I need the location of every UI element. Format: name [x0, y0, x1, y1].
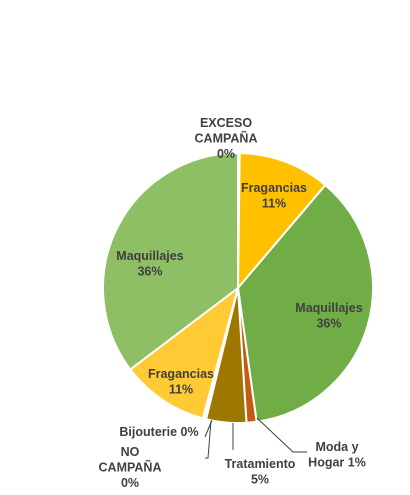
data-label-line: Fragancias — [148, 367, 214, 381]
pie-slice-maquillajes-2 — [236, 183, 374, 423]
data-label-bijouterie-6: Bijouterie 0% — [119, 425, 198, 439]
pie-slices — [102, 151, 374, 424]
data-label-line: Tratamiento — [225, 457, 296, 471]
data-label-line: 5% — [251, 473, 269, 487]
data-label-moda-y-hogar-3: Moda y Hogar 1% — [308, 440, 366, 470]
leader-line-bijouterie — [204, 419, 213, 438]
data-label-maquillajes-2: Maquillajes 36% — [295, 301, 362, 331]
data-label-line: 11% — [169, 383, 193, 397]
slice-labels: EXCESO CAMPAÑA 0%Fragancias 11%Maquillajes 3… — [99, 116, 366, 490]
data-label-line: 36% — [137, 265, 162, 279]
data-label-maquillajes-8: Maquillajes 36% — [116, 249, 183, 279]
data-label-tratamiento-4: Tratamiento 5% — [225, 457, 296, 487]
data-label-line: Maquillajes — [116, 249, 183, 263]
data-label-exceso-campana-0: EXCESO CAMPAÑA 0% — [195, 116, 258, 161]
leader-lines — [204, 417, 307, 459]
data-label-line: Bijouterie 0% — [119, 425, 198, 439]
pie-slice-fragancias-7 — [128, 285, 240, 420]
data-label-line: 0% — [217, 147, 235, 161]
pie-slice-maquillajes-8 — [102, 151, 239, 371]
data-label-fragancias-7: Fragancias 11% — [148, 367, 214, 397]
data-label-line: Maquillajes — [295, 301, 362, 315]
data-label-line: CAMPAÑA — [99, 460, 162, 475]
data-label-line: Fragancias — [241, 181, 307, 195]
data-label-line: 36% — [316, 317, 341, 331]
data-label-line: CAMPAÑA — [195, 131, 258, 146]
data-label-no-campana-5: NO CAMPAÑA 0% — [99, 445, 162, 490]
leader-line-no-campana — [205, 420, 212, 459]
data-label-line: NO — [121, 445, 140, 459]
data-label-fragancias-1: Fragancias 11% — [241, 181, 307, 211]
pie-slice-fragancias-1 — [236, 151, 327, 291]
data-label-line: 0% — [121, 476, 139, 490]
data-label-line: 11% — [262, 197, 286, 211]
leader-line-moda-y-hogar — [256, 417, 307, 453]
data-label-line: Hogar 1% — [308, 456, 366, 470]
data-label-line: Moda y — [315, 440, 358, 454]
data-label-line: EXCESO — [200, 116, 252, 130]
